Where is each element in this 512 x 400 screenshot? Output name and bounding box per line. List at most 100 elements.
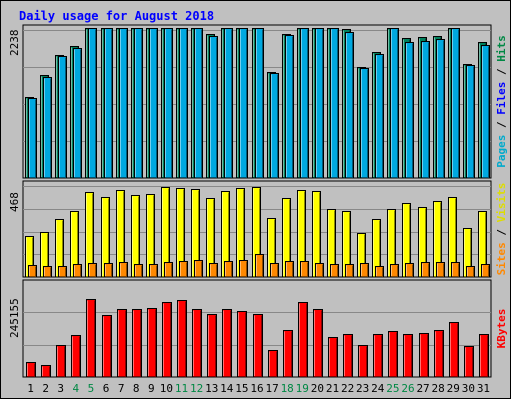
bar-sites-day-14: [224, 261, 233, 278]
bar-sites-day-6: [104, 263, 113, 278]
bar-sites-day-17: [270, 263, 279, 278]
bar-files-day-10: [164, 28, 173, 179]
bar-sites-day-31: [481, 264, 490, 278]
panel-kbytes-axis-label: KBytes: [495, 309, 508, 349]
bar-sites-day-2: [43, 266, 52, 278]
x-tick-label-day-29: 29: [447, 382, 460, 395]
bar-files-day-16: [255, 28, 264, 179]
bar-files-day-31: [481, 45, 490, 179]
bar-kbytes-day-18: [283, 330, 293, 378]
axis-label-part: Files: [495, 82, 508, 115]
x-tick-label-day-28: 28: [432, 382, 445, 395]
panel-kbytes-ymax-label: 245155: [8, 298, 21, 338]
bar-kbytes-day-17: [268, 350, 278, 378]
x-tick-label-day-14: 14: [220, 382, 234, 395]
bar-kbytes-day-13: [207, 314, 217, 378]
bar-sites-day-19: [300, 261, 309, 278]
series-kbytes: [26, 299, 489, 378]
bar-files-day-4: [73, 48, 82, 179]
x-tick-label-day-3: 3: [57, 382, 64, 395]
axis-label-part: /: [495, 62, 508, 82]
bar-kbytes-day-12: [192, 309, 202, 378]
axis-label-part: /: [495, 115, 508, 135]
axis-label-part: Hits: [495, 35, 508, 62]
bar-files-day-2: [43, 77, 52, 179]
x-tick-label-day-27: 27: [416, 382, 429, 395]
x-tick-label-day-15: 15: [235, 382, 248, 395]
bar-files-day-23: [360, 68, 369, 179]
bar-sites-day-26: [405, 263, 414, 278]
bar-files-day-19: [300, 28, 309, 179]
panel-hits: 2238 Pages / Files / Hits: [8, 24, 508, 179]
bar-files-day-28: [436, 39, 445, 179]
bar-sites-day-27: [421, 262, 430, 278]
bar-kbytes-day-6: [102, 315, 112, 378]
axis-label-part: Pages: [495, 135, 508, 168]
bar-files-day-7: [119, 28, 128, 179]
x-tick-label-day-7: 7: [118, 382, 125, 395]
bar-sites-day-10: [164, 262, 173, 278]
bar-kbytes-day-9: [147, 308, 157, 378]
panel-hits-axis-label: Pages / Files / Hits: [495, 35, 508, 168]
x-tick-label-day-31: 31: [477, 382, 490, 395]
x-tick-label-day-24: 24: [371, 382, 385, 395]
x-tick-label-day-26: 26: [401, 382, 414, 395]
bar-kbytes-day-28: [434, 330, 444, 378]
bar-files-day-22: [345, 32, 354, 179]
bar-sites-day-9: [149, 264, 158, 278]
x-tick-label-day-23: 23: [356, 382, 369, 395]
bar-kbytes-day-16: [253, 314, 263, 378]
bar-sites-day-25: [390, 264, 399, 278]
x-tick-label-day-1: 1: [27, 382, 34, 395]
panel-kbytes: 245155 KBytes: [8, 279, 508, 378]
bar-files-day-18: [285, 35, 294, 179]
bar-kbytes-day-27: [419, 333, 429, 378]
bar-kbytes-day-7: [117, 309, 127, 378]
bar-files-day-27: [421, 41, 430, 179]
bar-kbytes-day-31: [479, 334, 489, 378]
bar-kbytes-day-21: [328, 337, 338, 378]
bar-sites-day-22: [345, 264, 354, 278]
bar-files-day-20: [315, 28, 324, 179]
bar-kbytes-day-14: [222, 309, 232, 378]
bar-sites-day-11: [179, 261, 188, 278]
bar-files-day-11: [179, 28, 188, 179]
bar-files-day-24: [375, 54, 384, 179]
bar-kbytes-day-11: [177, 300, 187, 378]
bar-sites-day-8: [134, 264, 143, 278]
bar-sites-day-18: [285, 261, 294, 278]
bar-files-day-13: [209, 36, 218, 179]
bar-kbytes-day-10: [162, 302, 172, 378]
bar-files-day-17: [270, 73, 279, 179]
bar-sites-day-29: [451, 262, 460, 278]
x-tick-label-day-18: 18: [281, 382, 294, 395]
axis-label-part: /: [495, 222, 508, 242]
x-tick-label-day-22: 22: [341, 382, 354, 395]
bar-sites-day-15: [239, 260, 248, 278]
bar-files-day-25: [390, 28, 399, 179]
x-tick-label-day-6: 6: [103, 382, 110, 395]
x-tick-label-day-10: 10: [160, 382, 173, 395]
bar-files-day-15: [239, 28, 248, 179]
x-tick-label-day-16: 16: [250, 382, 263, 395]
x-tick-label-day-17: 17: [265, 382, 278, 395]
bar-kbytes-day-8: [132, 309, 142, 378]
bar-files-day-14: [224, 28, 233, 179]
x-tick-label-day-21: 21: [326, 382, 339, 395]
bar-sites-day-21: [330, 264, 339, 278]
x-tick-label-day-30: 30: [462, 382, 475, 395]
bar-kbytes-day-30: [464, 346, 474, 378]
axis-label-part: Visits: [495, 183, 508, 223]
bar-sites-day-3: [58, 266, 67, 278]
bar-files-day-30: [466, 65, 475, 179]
bar-files-day-8: [134, 28, 143, 179]
axis-label-part: KBytes: [495, 309, 508, 349]
bar-files-day-9: [149, 28, 158, 179]
axis-label-part: Sites: [495, 242, 508, 275]
panel-hits-ymax-label: 2238: [8, 30, 21, 57]
panel-visits: 468 Sites / Visits: [8, 180, 508, 278]
x-tick-label-day-2: 2: [42, 382, 49, 395]
bar-sites-day-28: [436, 262, 445, 278]
x-tick-label-day-4: 4: [73, 382, 80, 395]
